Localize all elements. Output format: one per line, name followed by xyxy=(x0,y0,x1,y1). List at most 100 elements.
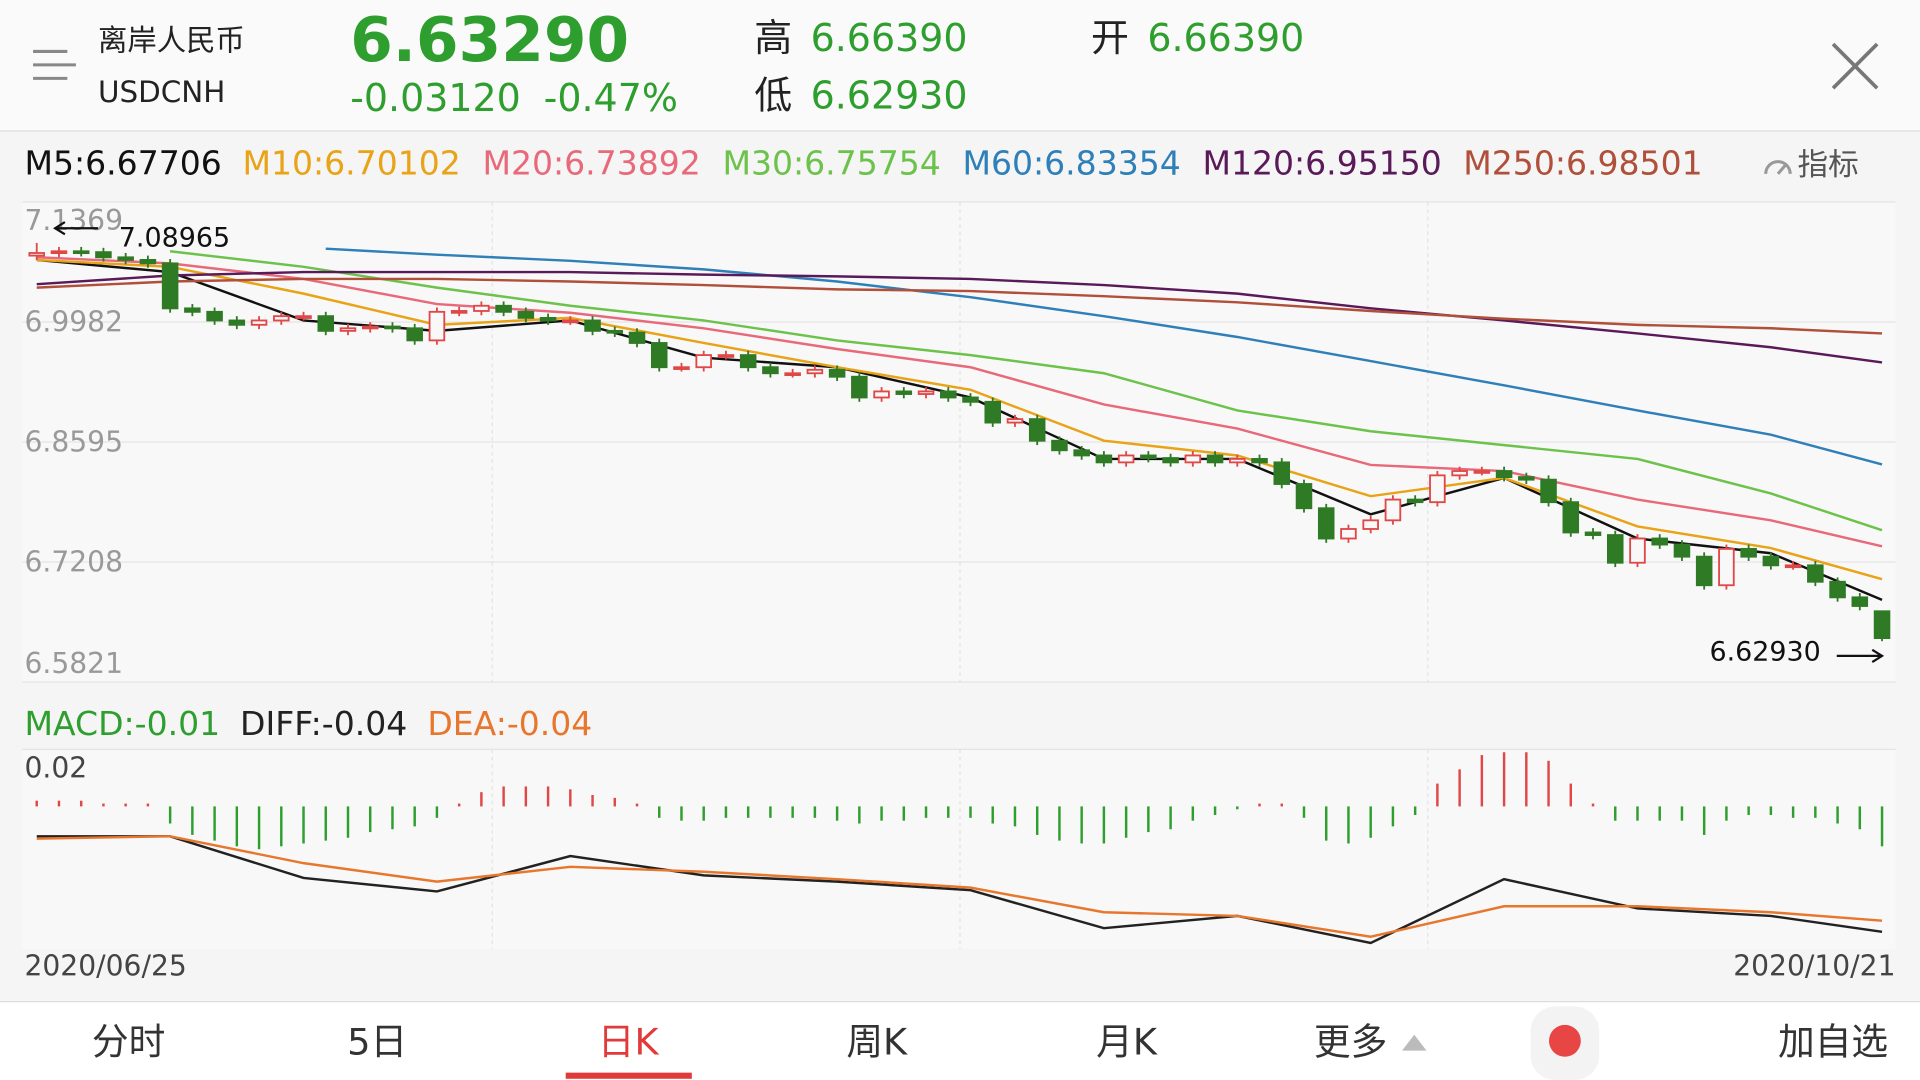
candle-body xyxy=(1495,470,1513,478)
macd-bar xyxy=(79,800,83,807)
menu-icon[interactable] xyxy=(33,49,76,80)
macd-bar xyxy=(1325,806,1328,841)
candle-body xyxy=(762,366,779,375)
macd-bar xyxy=(1080,806,1083,844)
ma-legend: M60:6.83354 xyxy=(962,143,1180,182)
candle-body xyxy=(1340,528,1357,540)
candle-body xyxy=(384,325,401,330)
macd-bar xyxy=(346,806,350,838)
macd-bar xyxy=(1391,806,1395,827)
macd-bar xyxy=(235,806,239,847)
macd-bar xyxy=(1369,806,1372,838)
candle-body xyxy=(1695,555,1713,587)
macd-bar xyxy=(724,806,728,818)
candle-body xyxy=(1740,547,1757,558)
indicator-button[interactable]: 指标 xyxy=(1764,148,1859,183)
moving-average-line xyxy=(36,258,1883,581)
macd-bar xyxy=(1213,806,1217,815)
candle-body xyxy=(1073,449,1090,457)
macd-bar xyxy=(1458,769,1461,807)
candle-body xyxy=(1651,537,1668,546)
macd-bar xyxy=(835,806,839,821)
macd-bar xyxy=(924,806,928,818)
macd-bar xyxy=(191,806,194,835)
macd-bar xyxy=(1413,806,1417,815)
macd-bar xyxy=(368,806,372,833)
price-change-pct: -0.47% xyxy=(544,76,678,120)
macd-bar xyxy=(102,803,105,807)
macd-bar xyxy=(435,806,439,818)
y-tick-label: 7.1369 xyxy=(24,204,123,237)
tab[interactable]: 月K xyxy=(1096,1021,1158,1064)
candle-body xyxy=(828,368,846,378)
macd-bar xyxy=(1814,806,1817,818)
candle-body xyxy=(473,304,490,312)
open-label: 开 xyxy=(1091,16,1129,60)
candle-body xyxy=(317,315,335,332)
macd-bar xyxy=(35,800,38,807)
candle-body xyxy=(273,315,290,322)
close-button[interactable] xyxy=(1831,42,1879,90)
indicator-label: 指标 xyxy=(1798,148,1859,183)
candle-body xyxy=(295,315,312,319)
candle-body xyxy=(161,262,179,310)
high-value: 6.66390 xyxy=(811,16,968,60)
header-bar xyxy=(0,0,1920,132)
tab[interactable]: 周K xyxy=(846,1021,908,1064)
ma-legend: M5:6.67706 xyxy=(24,143,221,182)
macd-bar xyxy=(280,806,283,847)
candle-body xyxy=(1406,498,1424,504)
macd-bar xyxy=(746,806,750,818)
macd-bar xyxy=(991,806,994,824)
x-tick-label: 2020/10/21 xyxy=(1733,950,1895,983)
candle-body xyxy=(1673,543,1691,558)
macd-bar xyxy=(1725,806,1728,821)
y-tick-label: 6.8595 xyxy=(24,426,123,459)
candle-body xyxy=(895,390,913,395)
dropdown-arrow xyxy=(1402,1034,1427,1051)
candle-body xyxy=(1295,483,1313,510)
ma-legend: M10:6.70102 xyxy=(242,143,460,182)
candle-body xyxy=(1162,457,1179,464)
candle-body xyxy=(1206,454,1224,464)
tab[interactable]: 5日 xyxy=(347,1021,407,1064)
macd-bar xyxy=(1702,806,1706,835)
tab[interactable]: 分时 xyxy=(92,1021,165,1064)
candle-body xyxy=(339,327,357,332)
candle-body xyxy=(450,310,468,314)
tab[interactable]: 更多 xyxy=(1314,1021,1387,1064)
macd-bar xyxy=(1258,803,1261,807)
candle-body xyxy=(184,307,201,313)
macd-bar xyxy=(391,806,394,830)
candle-body xyxy=(250,319,268,326)
tab[interactable]: 加自选 xyxy=(1778,1021,1888,1064)
macd-bar xyxy=(1302,806,1306,818)
ma-legend: M120:6.95150 xyxy=(1202,143,1441,182)
candle-body xyxy=(584,319,601,332)
tab-bar xyxy=(0,1001,1920,1080)
candle-body xyxy=(1829,580,1846,599)
macd-bar xyxy=(1436,783,1439,807)
candle-body xyxy=(1873,610,1891,640)
macd-bar xyxy=(524,786,528,807)
candle-body xyxy=(650,342,668,369)
macd-bar xyxy=(1680,806,1684,821)
alert-button[interactable] xyxy=(1530,1006,1600,1080)
macd-bar xyxy=(1880,806,1884,847)
candle-body xyxy=(1429,474,1446,504)
candle-body xyxy=(539,316,557,322)
macd-bar xyxy=(480,792,483,807)
tab[interactable]: 日K xyxy=(598,1021,660,1064)
candle-body xyxy=(984,400,1002,424)
macd-bar xyxy=(1191,806,1195,821)
macd-bar xyxy=(1035,806,1039,835)
macd-bar xyxy=(57,800,61,807)
instrument-code: USDCNH xyxy=(98,75,225,109)
candle-body xyxy=(784,372,801,377)
moving-average-line xyxy=(36,277,1883,335)
candle-body xyxy=(1584,531,1602,536)
macd-bar xyxy=(658,806,661,818)
candle-body xyxy=(206,310,223,322)
